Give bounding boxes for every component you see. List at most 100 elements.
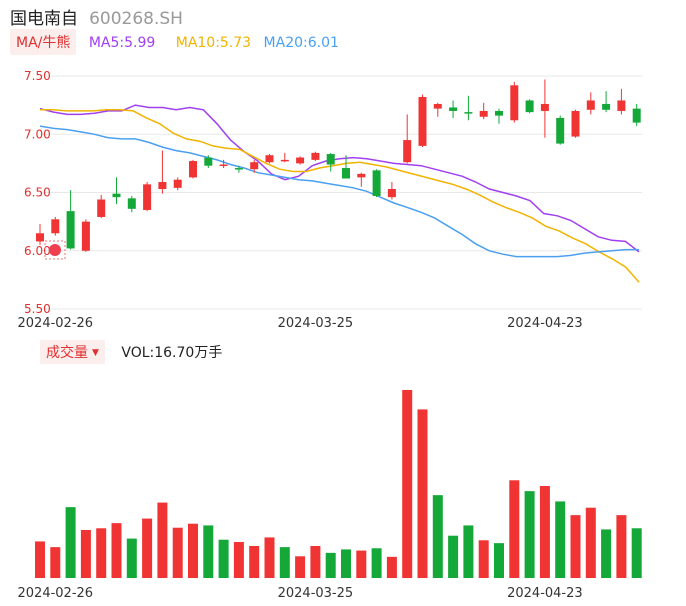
candle — [617, 88, 626, 115]
volume-value: VOL:16.70万手 — [121, 345, 223, 361]
candle — [66, 190, 75, 250]
volume-bar — [35, 541, 45, 578]
volume-bar — [616, 515, 627, 578]
candle — [158, 150, 167, 194]
candle-body — [556, 117, 565, 144]
candle-body — [143, 184, 152, 210]
candle-body — [525, 100, 534, 113]
volume-bar — [585, 507, 596, 578]
candle — [250, 159, 259, 173]
candle — [525, 99, 534, 114]
candle-body — [586, 100, 595, 110]
price-tick-label: 7.00 — [24, 127, 51, 141]
candle-body — [66, 211, 75, 249]
date-label: 2024-03-25 — [278, 316, 354, 331]
moving-average-lines — [39, 104, 640, 283]
volume-bar — [601, 529, 612, 578]
candle — [540, 79, 549, 138]
candle — [97, 194, 106, 219]
volume-bar — [417, 409, 428, 578]
candle-body — [81, 221, 90, 251]
volume-bar — [188, 523, 198, 578]
candle — [127, 195, 136, 213]
candle-body — [617, 100, 626, 111]
candle-body — [234, 168, 243, 170]
candle — [510, 81, 519, 123]
candle-body — [265, 155, 274, 163]
candle-body — [418, 96, 427, 146]
holding-marker[interactable] — [44, 240, 66, 260]
candle — [204, 155, 213, 169]
candle — [81, 219, 90, 252]
volume-bar — [295, 556, 306, 578]
volume-bar — [570, 515, 581, 578]
candle-body — [464, 112, 473, 114]
volume-bar — [341, 549, 351, 578]
candle-body — [127, 198, 136, 209]
candle — [311, 151, 320, 162]
stock-name: 国电南自 — [10, 9, 78, 29]
candle-body — [296, 157, 305, 164]
candle-body — [112, 193, 121, 198]
volume-bar — [126, 538, 137, 578]
volume-bar — [325, 552, 336, 578]
volume-tag-label: 成交量 — [46, 345, 88, 361]
candle — [556, 115, 565, 145]
volume-bar — [172, 527, 183, 578]
candle — [296, 156, 305, 165]
candle — [189, 159, 197, 179]
volume-bar — [463, 525, 474, 578]
candle-body — [571, 110, 580, 137]
volume-bar — [279, 547, 290, 578]
ma5-legend: MA5:5.99 — [88, 35, 156, 51]
candle — [602, 91, 611, 113]
ma-legend: MA/牛熊 MA5:5.99 MA10:5.73 MA20:6.01 — [10, 29, 339, 55]
volume-bar — [96, 528, 107, 578]
candle-body — [311, 152, 320, 160]
volume-bar — [80, 530, 91, 578]
price-tick-label: 7.50 — [24, 69, 51, 83]
candle — [51, 216, 60, 236]
stock-header: 国电南自 600268.SH — [10, 4, 183, 29]
volume-bar — [356, 550, 367, 578]
volume-bar — [524, 491, 535, 578]
volume-legend: 成交量 ▼ VOL:16.70万手 — [40, 340, 223, 364]
candle-body — [479, 110, 488, 117]
volume-bar — [402, 390, 413, 578]
price-tick-label: 6.00 — [24, 244, 51, 258]
ma-indicator-selector[interactable]: MA/牛熊 — [10, 29, 77, 55]
price-tick-label: 5.50 — [24, 302, 51, 316]
marker-badge-icon — [49, 244, 61, 256]
candle — [449, 100, 458, 118]
date-label: 2024-02-26 — [18, 316, 94, 331]
candle-body — [219, 164, 228, 167]
candle — [372, 169, 381, 198]
candle — [357, 172, 366, 187]
date-label: 2024-02-26 — [18, 586, 94, 601]
volume-bar — [631, 528, 642, 578]
candle — [403, 114, 412, 164]
volume-bar — [249, 546, 260, 578]
candle-body — [495, 110, 503, 116]
candle-body — [602, 103, 611, 110]
volume-bar — [310, 546, 321, 578]
candle — [342, 155, 350, 179]
volume-bar — [432, 495, 443, 578]
volume-bar — [509, 480, 520, 578]
candle — [112, 177, 121, 205]
candle — [36, 223, 44, 245]
candle-body — [250, 162, 259, 170]
volume-bar — [371, 548, 382, 578]
candle — [143, 182, 152, 212]
volume-bar — [448, 535, 459, 578]
volume-bar — [203, 525, 214, 578]
candle-body — [204, 157, 213, 166]
volume-bar — [142, 518, 153, 578]
candle — [479, 102, 488, 120]
price-axis: 7.50 7.00 6.50 6.00 5.50 — [24, 69, 51, 316]
date-label: 2024-04-23 — [507, 316, 583, 331]
candle-body — [189, 161, 197, 178]
volume-indicator-selector[interactable]: 成交量 ▼ — [40, 340, 105, 364]
volume-bar — [539, 486, 550, 578]
candle-body — [387, 189, 396, 198]
